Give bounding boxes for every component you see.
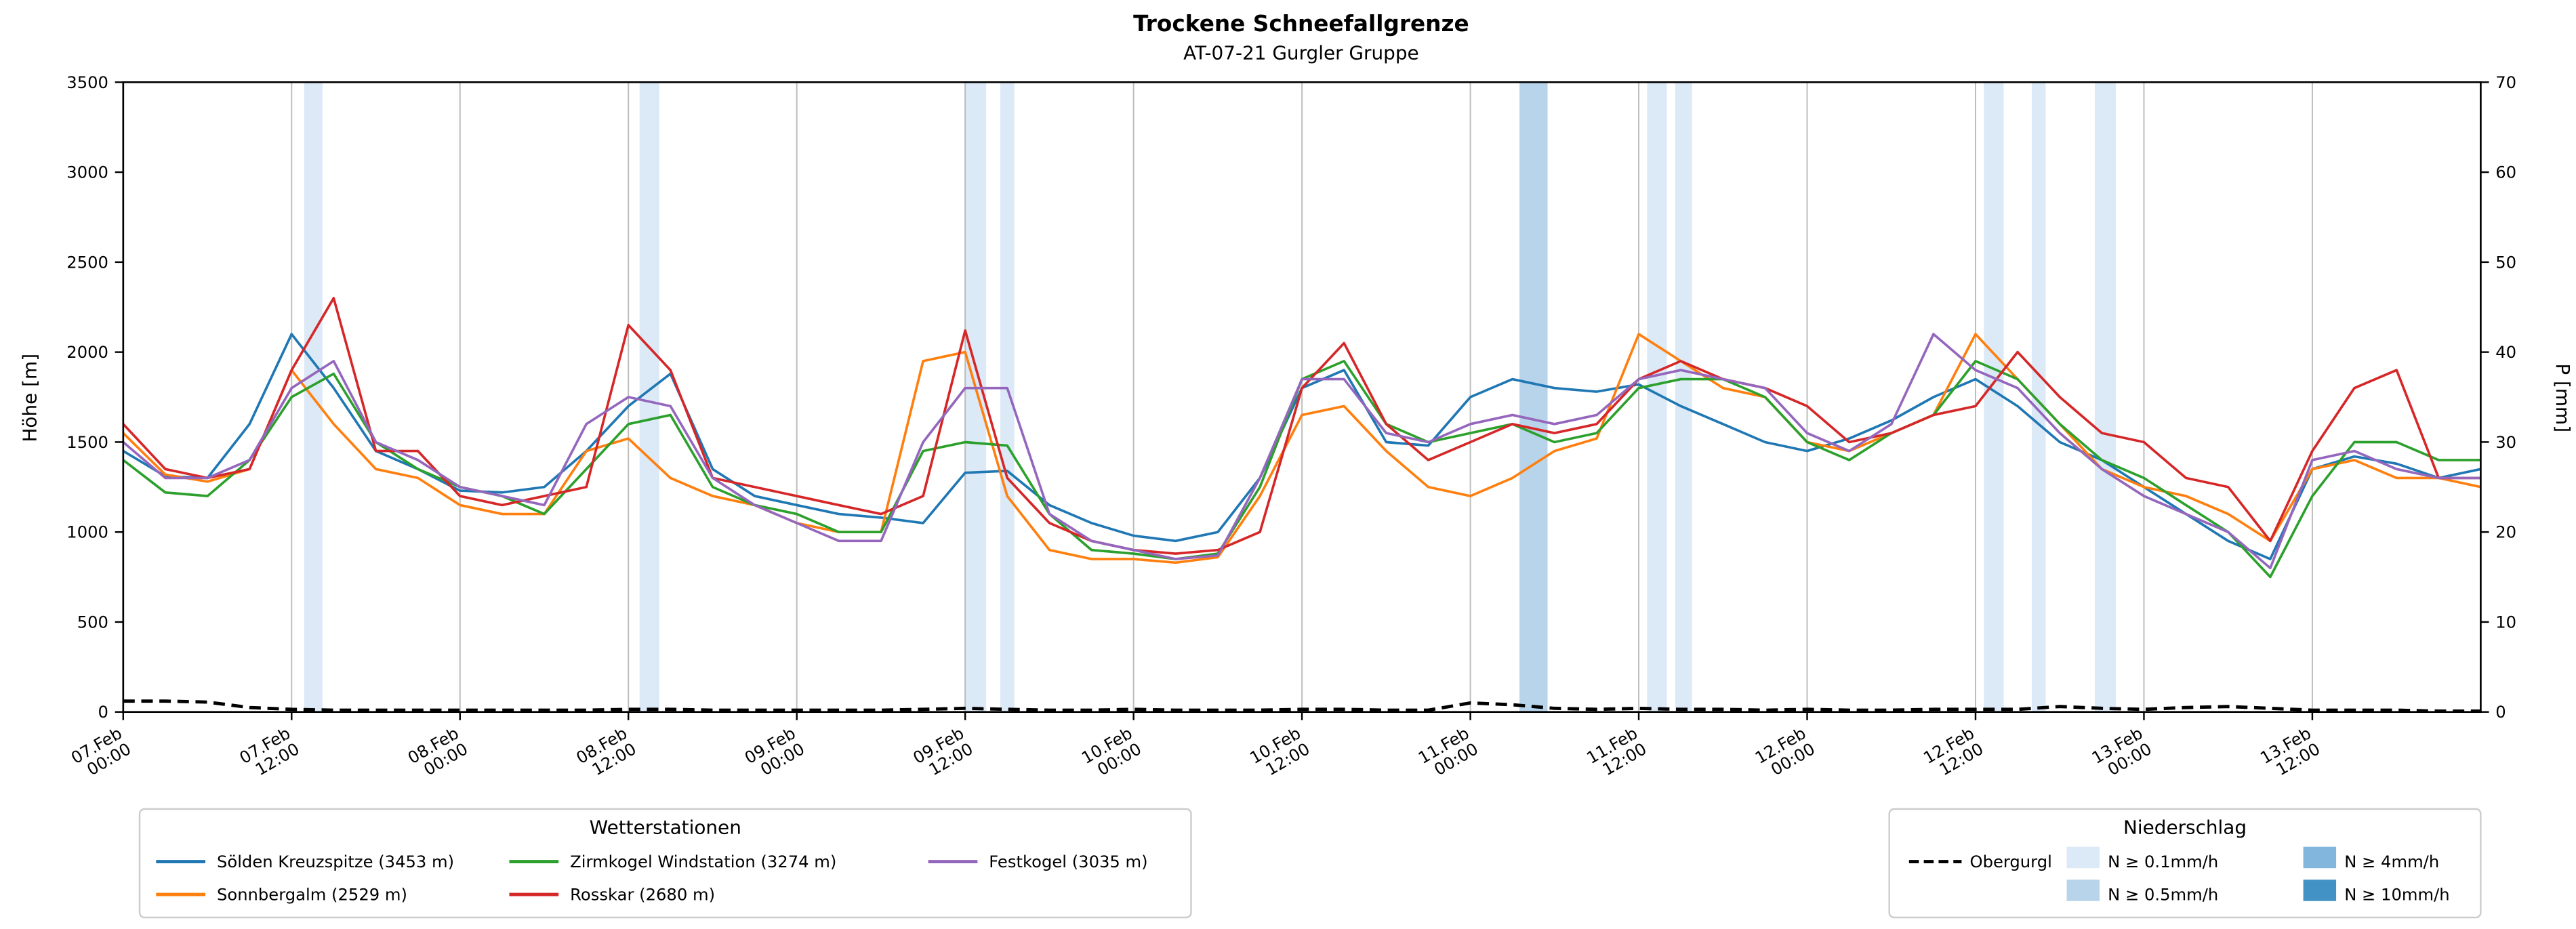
legend-entry-precip-0.1: N ≥ 0.1mm/h — [2066, 846, 2218, 871]
x-tick-label: 09.Feb12:00 — [909, 723, 976, 783]
legend-patch-precip-0.1 — [2066, 846, 2100, 869]
x-tick-label: 11.Feb00:00 — [1415, 723, 1481, 783]
y-right-tick-label: 30 — [2495, 432, 2516, 452]
legend-entry-rosskar: Rosskar (2680 m) — [509, 885, 715, 905]
x-tick-label: 09.Feb00:00 — [741, 723, 808, 783]
y-left-tick-label: 3000 — [66, 163, 108, 182]
legend-patch-precip-0.5 — [2066, 880, 2100, 901]
legend-entry-sonnbergalm: Sonnbergalm (2529 m) — [156, 885, 407, 905]
precip-band — [1675, 82, 1692, 712]
precip-band — [2031, 82, 2046, 712]
x-tick-label: 12.Feb00:00 — [1751, 723, 1818, 783]
legend-label-sonnbergalm: Sonnbergalm (2529 m) — [217, 885, 407, 905]
legend-wetterstationen-box — [138, 808, 1192, 919]
y-right-tick-label: 70 — [2495, 73, 2516, 92]
series-layer — [122, 297, 2481, 713]
legend-entry-soelden-kreuzspitze: Sölden Kreuzspitze (3453 m) — [156, 852, 454, 871]
y-right-tick-label: 60 — [2495, 163, 2516, 182]
legend-label-rosskar: Rosskar (2680 m) — [570, 885, 715, 905]
legend-label-precip-0.5: N ≥ 0.5mm/h — [2108, 885, 2218, 905]
y-left-tick-label: 2500 — [66, 252, 108, 272]
x-tick-label: 12.Feb12:00 — [1920, 723, 1986, 783]
line-festkogel — [122, 333, 2481, 570]
legend-label-precip-10: N ≥ 10mm/h — [2344, 885, 2449, 905]
precip-band — [2094, 82, 2117, 712]
left-axis-label: Höhe [m] — [18, 354, 41, 442]
line-sonnbergalm — [122, 333, 2481, 564]
chart-title: Trockene Schneefallgrenze — [1133, 11, 1469, 37]
y-right-tick-label: 50 — [2495, 252, 2516, 272]
y-right-tick-label: 20 — [2495, 522, 2516, 542]
y-left-tick-label: 0 — [98, 702, 108, 722]
precip-band — [965, 82, 987, 712]
precip-band — [1000, 82, 1015, 712]
legend-entry-precip-0.5: N ≥ 0.5mm/h — [2066, 880, 2218, 905]
legend-label-festkogel: Festkogel (3035 m) — [989, 852, 1147, 871]
precip-band — [1519, 82, 1548, 712]
precip-bands-layer — [304, 82, 2117, 712]
legend-niederschlag-entries: Obergurgl N ≥ 0.1mm/h N ≥ 0.5mm/h N ≥ 4mm/h… — [1908, 846, 2450, 905]
line-obergurgl — [123, 699, 2481, 713]
x-tick-label: 07.Feb00:00 — [68, 723, 134, 783]
y-left-tick-label: 2000 — [66, 342, 108, 362]
y-right-tick-label: 40 — [2495, 342, 2516, 362]
legend-patch-precip-10 — [2303, 880, 2337, 901]
legend-label-obergurgl: Obergurgl — [1970, 852, 2052, 871]
x-tick-label: 13.Feb00:00 — [2088, 723, 2154, 783]
y-left-tick-label: 500 — [77, 612, 108, 632]
y-left-tick-label: 3500 — [66, 73, 108, 92]
y-left-tick-label: 1000 — [66, 522, 108, 542]
x-tick-label: 11.Feb12:00 — [1583, 723, 1650, 783]
x-tick-label: 13.Feb12:00 — [2257, 723, 2323, 783]
x-tick-label: 08.Feb00:00 — [405, 723, 471, 783]
y-right-tick-label: 0 — [2495, 702, 2506, 722]
legend-wetterstationen-title: Wetterstationen — [590, 816, 741, 838]
legend-entry-precip-10: N ≥ 10mm/h — [2303, 880, 2450, 905]
legend-entry-festkogel: Festkogel (3035 m) — [928, 852, 1148, 871]
legend-niederschlag: Niederschlag Obergurgl N ≥ 0.1mm/h N ≥ 0.5… — [1888, 808, 2482, 919]
legend-entry-precip-4: N ≥ 4mm/h — [2303, 846, 2439, 871]
legend-label-precip-4: N ≥ 4mm/h — [2344, 852, 2439, 871]
y-left-tick-label: 1500 — [66, 432, 108, 452]
legend-wetterstationen-entries: Sölden Kreuzspitze (3453 m) Sonnbergalm (… — [156, 852, 1148, 905]
precip-band — [639, 82, 659, 712]
y-right-tick-label: 10 — [2495, 612, 2516, 632]
legend-wetterstationen: Wetterstationen Sölden Kreuzspitze (3453… — [138, 808, 1192, 919]
x-tick-label: 07.Feb12:00 — [236, 723, 302, 783]
legend-niederschlag-title: Niederschlag — [2123, 816, 2247, 838]
chart-subtitle: AT-07-21 Gurgler Gruppe — [1183, 41, 1419, 64]
line-rosskar — [122, 297, 2481, 555]
legend-label-soelden-kreuzspitze: Sölden Kreuzspitze (3453 m) — [217, 852, 454, 871]
legend-entry-obergurgl: Obergurgl — [1908, 852, 2052, 871]
legend-label-zirmkogel-windstation: Zirmkogel Windstation (3274 m) — [570, 852, 836, 871]
legend-patch-precip-4 — [2303, 846, 2337, 869]
x-tick-label: 08.Feb12:00 — [573, 723, 639, 783]
x-tick-label: 10.Feb00:00 — [1078, 723, 1145, 783]
legend-entry-zirmkogel-windstation: Zirmkogel Windstation (3274 m) — [509, 852, 836, 871]
x-tick-label: 10.Feb12:00 — [1246, 723, 1313, 783]
legend-label-precip-0.1: N ≥ 0.1mm/h — [2108, 852, 2218, 871]
precip-band — [1984, 82, 2004, 712]
right-axis-label: P [mm] — [2552, 363, 2574, 432]
